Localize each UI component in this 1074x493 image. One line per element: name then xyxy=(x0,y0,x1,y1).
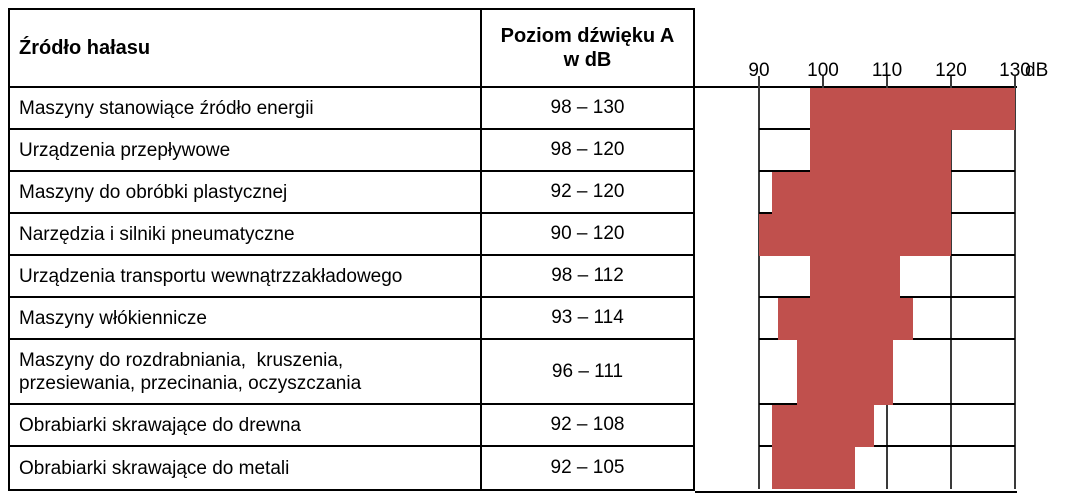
table-row: Maszyny do obróbki plastycznej 92 – 120 xyxy=(10,172,693,214)
row-label: Obrabiarki skrawające do metali xyxy=(19,457,290,479)
row-label-cell: Urządzenia transportu wewnątrzzakładoweg… xyxy=(10,256,482,296)
axis-tick xyxy=(950,76,952,88)
table-body: Maszyny stanowiące źródło energii 98 – 13… xyxy=(10,88,693,489)
row-range-cell: 93 – 114 xyxy=(482,298,693,338)
table-row: Urządzenia przepływowe 98 – 120 xyxy=(10,130,693,172)
row-range-cell: 92 – 108 xyxy=(482,405,693,445)
table-row: Maszyny do rozdrabniania, kruszenia, prz… xyxy=(10,340,693,405)
row-range-cell: 92 – 105 xyxy=(482,447,693,489)
table-row: Maszyny stanowiące źródło energii 98 – 13… xyxy=(10,88,693,130)
table-header-row: Źródło hałasu Poziom dźwięku A w dB xyxy=(10,10,693,88)
chart-bar xyxy=(771,172,951,214)
row-label-cell: Urządzenia przepływowe xyxy=(10,130,482,170)
row-label: Narzędzia i silniki pneumatyczne xyxy=(19,223,295,245)
axis-tick xyxy=(886,76,888,88)
row-label-cell: Maszyny do rozdrabniania, kruszenia, prz… xyxy=(10,340,482,403)
row-label-cell: Obrabiarki skrawające do drewna xyxy=(10,405,482,445)
axis-unit-label: dB xyxy=(1025,60,1049,81)
header-cell-level: Poziom dźwięku A w dB xyxy=(482,10,693,86)
chart-gridline xyxy=(1014,88,1016,489)
chart-bar xyxy=(810,88,1015,130)
sound-level-chart: 90 100 110 120 130 dB xyxy=(695,60,1048,493)
row-label: Urządzenia transportu wewnątrzzakładoweg… xyxy=(19,265,403,287)
row-range-value: 92 – 120 xyxy=(550,181,625,202)
chart-bar xyxy=(759,214,951,256)
row-label-cell: Obrabiarki skrawające do metali xyxy=(10,447,482,489)
chart-bar xyxy=(797,340,894,405)
chart-bar xyxy=(771,447,855,489)
row-label: Urządzenia przepływowe xyxy=(19,139,231,161)
axis-tick-label: 90 xyxy=(748,60,770,81)
axis-tick-label: 110 xyxy=(871,60,903,81)
row-range-value: 98 – 120 xyxy=(550,139,625,160)
row-range-value: 98 – 130 xyxy=(550,97,625,118)
row-label-cell: Maszyny do obróbki plastycznej xyxy=(10,172,482,212)
table-row: Obrabiarki skrawające do metali 92 – 105 xyxy=(10,447,693,489)
table-row: Narzędzia i silniki pneumatyczne 90 – 120 xyxy=(10,214,693,256)
row-label: Maszyny do rozdrabniania, kruszenia, prz… xyxy=(19,349,362,394)
row-label: Maszyny stanowiące źródło energii xyxy=(19,97,314,119)
axis-tick-label: 120 xyxy=(935,60,967,81)
row-label-cell: Maszyny włókiennicze xyxy=(10,298,482,338)
chart-bar xyxy=(778,298,913,340)
row-range-cell: 98 – 112 xyxy=(482,256,693,296)
chart-bar xyxy=(771,405,875,447)
header-level-label: Poziom dźwięku A w dB xyxy=(500,25,675,71)
row-range-cell: 98 – 120 xyxy=(482,130,693,170)
header-source-label: Źródło hałasu xyxy=(19,36,151,59)
row-range-cell: 98 – 130 xyxy=(482,88,693,128)
table-row: Maszyny włókiennicze 93 – 114 xyxy=(10,298,693,340)
row-label-cell: Maszyny stanowiące źródło energii xyxy=(10,88,482,128)
noise-table: Źródło hałasu Poziom dźwięku A w dB Masz… xyxy=(8,8,695,491)
row-label: Maszyny włókiennicze xyxy=(19,307,207,329)
header-cell-source: Źródło hałasu xyxy=(10,10,482,86)
axis-tick-label: 100 xyxy=(807,60,839,81)
chart-gridline xyxy=(950,88,952,489)
row-range-cell: 90 – 120 xyxy=(482,214,693,254)
row-label: Maszyny do obróbki plastycznej xyxy=(19,181,288,203)
row-range-value: 92 – 108 xyxy=(550,414,625,435)
table-row: Obrabiarki skrawające do drewna 92 – 108 xyxy=(10,405,693,447)
chart-row-divider xyxy=(759,445,1015,447)
axis-tick xyxy=(822,76,824,88)
chart-bar xyxy=(810,130,951,172)
row-label: Obrabiarki skrawające do drewna xyxy=(19,414,301,436)
axis-tick xyxy=(758,76,760,88)
axis-tick-label: 130 xyxy=(999,60,1031,81)
row-range-value: 98 – 112 xyxy=(551,265,624,286)
row-range-value: 92 – 105 xyxy=(550,457,625,478)
axis-tick xyxy=(1014,76,1016,88)
row-range-value: 96 – 111 xyxy=(551,360,624,382)
chart-plot-area: 90 100 110 120 130 xyxy=(695,60,1031,489)
chart-bar xyxy=(810,256,900,298)
row-range-value: 93 – 114 xyxy=(551,307,624,328)
row-range-cell: 96 – 111 xyxy=(482,340,693,403)
row-label-cell: Narzędzia i silniki pneumatyczne xyxy=(10,214,482,254)
row-range-cell: 92 – 120 xyxy=(482,172,693,212)
row-range-value: 90 – 120 xyxy=(550,223,625,244)
chart-gridline xyxy=(758,88,760,489)
table-row: Urządzenia transportu wewnątrzzakładoweg… xyxy=(10,256,693,298)
